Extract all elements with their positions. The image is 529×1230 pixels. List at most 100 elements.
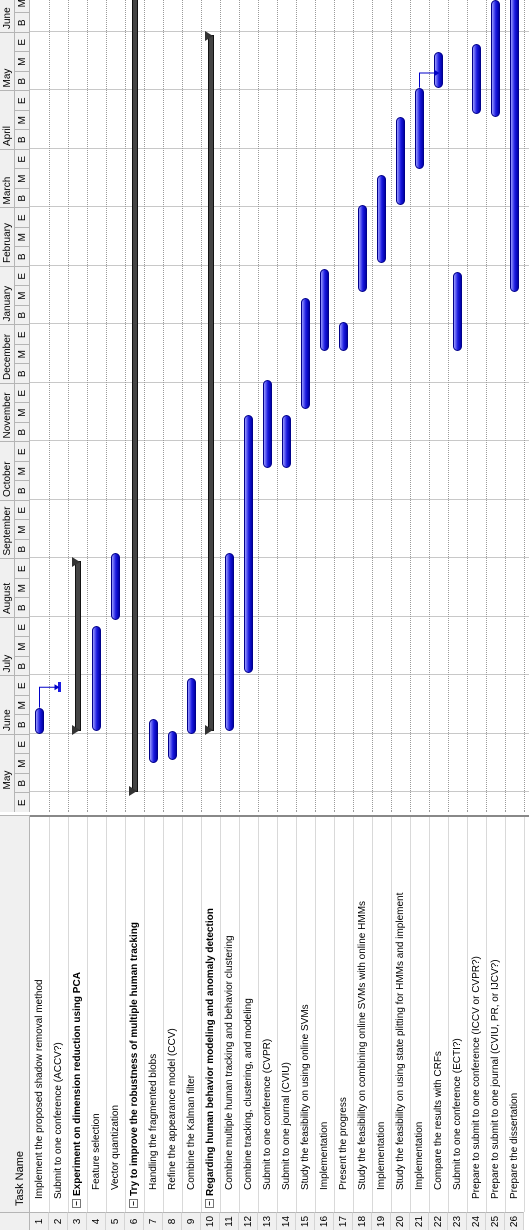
month-header: May June July August September October Novembe… [0,0,15,812]
dependency-link [419,72,436,88]
row-number[interactable]: 3 [68,1212,87,1230]
month-label: June [0,0,15,32]
row-number[interactable]: 22 [429,1212,448,1230]
subperiod-label: B [15,305,30,325]
task-name-cell[interactable]: Refine the appearance model (CCV) [163,818,182,1190]
row-number[interactable]: 6 [125,1212,144,1230]
task-name-label: Implementation [319,1121,330,1190]
row-number[interactable]: 21 [410,1212,429,1230]
task-name-label: Study the feasibility on using state pli… [395,892,406,1190]
row-number[interactable]: 5 [106,1212,125,1230]
row-number[interactable]: 23 [448,1212,467,1230]
subperiod-label: B [15,539,30,559]
task-name-cell[interactable]: Study the feasibility on using state pli… [391,818,410,1190]
subperiod-label: B [15,188,30,208]
dependency-links [39,69,440,708]
month-label: February [0,207,15,266]
row-number[interactable]: 14 [277,1212,296,1230]
subperiod-label: B [15,12,30,32]
task-name-label: Implementation [414,1121,425,1190]
row-number[interactable]: 9 [182,1212,201,1230]
task-name-cell[interactable]: Submit to one journal (CVIU) [277,818,296,1190]
subperiod-label: E [15,149,30,169]
subperiod-label: M [15,0,30,13]
month-label: January [0,266,15,325]
task-name-label: Vector quantization [110,1104,121,1190]
subperiod-label: B [15,597,30,617]
month-label: March [0,149,15,208]
subperiod-label: B [15,129,30,149]
collapse-toggle-icon[interactable]: − [72,1199,81,1208]
task-name-label: Study the feasibility on combining onlin… [357,900,368,1190]
task-name-cell[interactable]: Implement the proposed shadow removal me… [30,818,49,1199]
month-label: May [0,32,15,91]
task-name-label: Regarding human behavior modeling and an… [205,908,216,1196]
gantt-timeline: May June July August September October Novembe… [0,0,529,812]
task-name-cell[interactable]: Combine the Kalman filter [182,818,201,1190]
subperiod-label: E [15,32,30,52]
task-name-cell[interactable]: Prepare the dissertation [505,818,524,1199]
task-name-label: Implementation [376,1121,387,1190]
row-number[interactable]: 12 [239,1212,258,1230]
row-number[interactable]: 8 [163,1212,182,1230]
subperiod-label: M [15,461,30,481]
task-name-label: Experiment on dimension reduction using … [72,972,83,1196]
task-name-cell[interactable]: Study the feasibility on combining onlin… [353,818,372,1190]
row-number[interactable]: 7 [144,1212,163,1230]
task-name-label: Try to improve the robustness of multipl… [129,922,140,1196]
task-name-cell[interactable]: Submit to one conference (CVPR) [258,818,277,1190]
subperiod-label: M [15,402,30,422]
row-number[interactable]: 25 [486,1212,505,1230]
collapse-toggle-icon[interactable]: − [205,1199,214,1208]
row-number[interactable]: 20 [391,1212,410,1230]
task-name-cell[interactable]: − Try to improve the robustness of multip… [125,818,144,1208]
subperiod-label: E [15,792,30,812]
task-name-cell[interactable]: Implementation [410,818,429,1190]
row-number[interactable]: 19 [372,1212,391,1230]
row-number[interactable]: 18 [353,1212,372,1230]
row-number[interactable]: 17 [334,1212,353,1230]
month-label: September [0,500,15,559]
task-name-cell[interactable]: Implementation [372,818,391,1190]
subperiod-label: M [15,285,30,305]
task-name-label: Combine the Kalman filter [186,1074,197,1190]
row-number[interactable]: 4 [87,1212,106,1230]
task-name-cell[interactable]: Handling the fragmented blobs [144,818,163,1190]
task-name-cell[interactable]: Feature selection [87,818,106,1190]
task-name-cell[interactable]: Study the feasibility on using online SV… [296,818,315,1190]
task-name-label: Combine multiple human tracking and beha… [224,935,235,1190]
task-name-cell[interactable]: Compare the results with CRFs [429,818,448,1190]
task-name-cell[interactable]: Implementation [315,818,334,1190]
task-name-cell[interactable]: − Regarding human behavior modeling and a… [201,818,220,1208]
task-name-cell[interactable]: Vector quantization [106,818,125,1190]
task-name-cell[interactable]: Prepare to submit to one conference (ICC… [467,818,486,1199]
task-name-cell[interactable]: Combine tracking, clustering, and modeli… [239,818,258,1190]
collapse-toggle-icon[interactable]: − [129,1199,138,1208]
month-label: December [0,324,15,383]
task-name-cell[interactable]: − Experiment on dimension reduction using… [68,818,87,1208]
task-name-cell[interactable]: Present the progress [334,818,353,1190]
subperiod-label: E [15,558,30,578]
row-number[interactable]: 15 [296,1212,315,1230]
task-name-cell[interactable]: Prepare to submit to one journal (CVIU, … [486,818,505,1199]
subperiod-label: B [15,656,30,676]
task-name-cell[interactable]: Submit to one conference (ACCV?) [49,818,68,1199]
task-name-header[interactable]: Task Name [14,1150,26,1206]
task-name-cell[interactable]: Combine multiple human tracking and beha… [220,818,239,1190]
row-number[interactable]: 2 [49,1212,68,1230]
subperiod-label: M [15,168,30,188]
task-name-cell[interactable]: Submit to one conference (ECTI?) [448,818,467,1190]
row-number[interactable]: 26 [505,1212,524,1230]
row-number[interactable]: 16 [315,1212,334,1230]
subperiod-label: B [15,773,30,793]
row-number[interactable]: 11 [220,1212,239,1230]
row-number[interactable]: 10 [201,1212,220,1230]
row-number[interactable]: 13 [258,1212,277,1230]
task-name-label: Combine tracking, clustering, and modeli… [243,998,254,1190]
subperiod-label: M [15,578,30,598]
row-number[interactable]: 1 [30,1212,49,1230]
subperiod-label: M [15,753,30,773]
subperiod-label: B [15,422,30,442]
row-number[interactable]: 24 [467,1212,486,1230]
